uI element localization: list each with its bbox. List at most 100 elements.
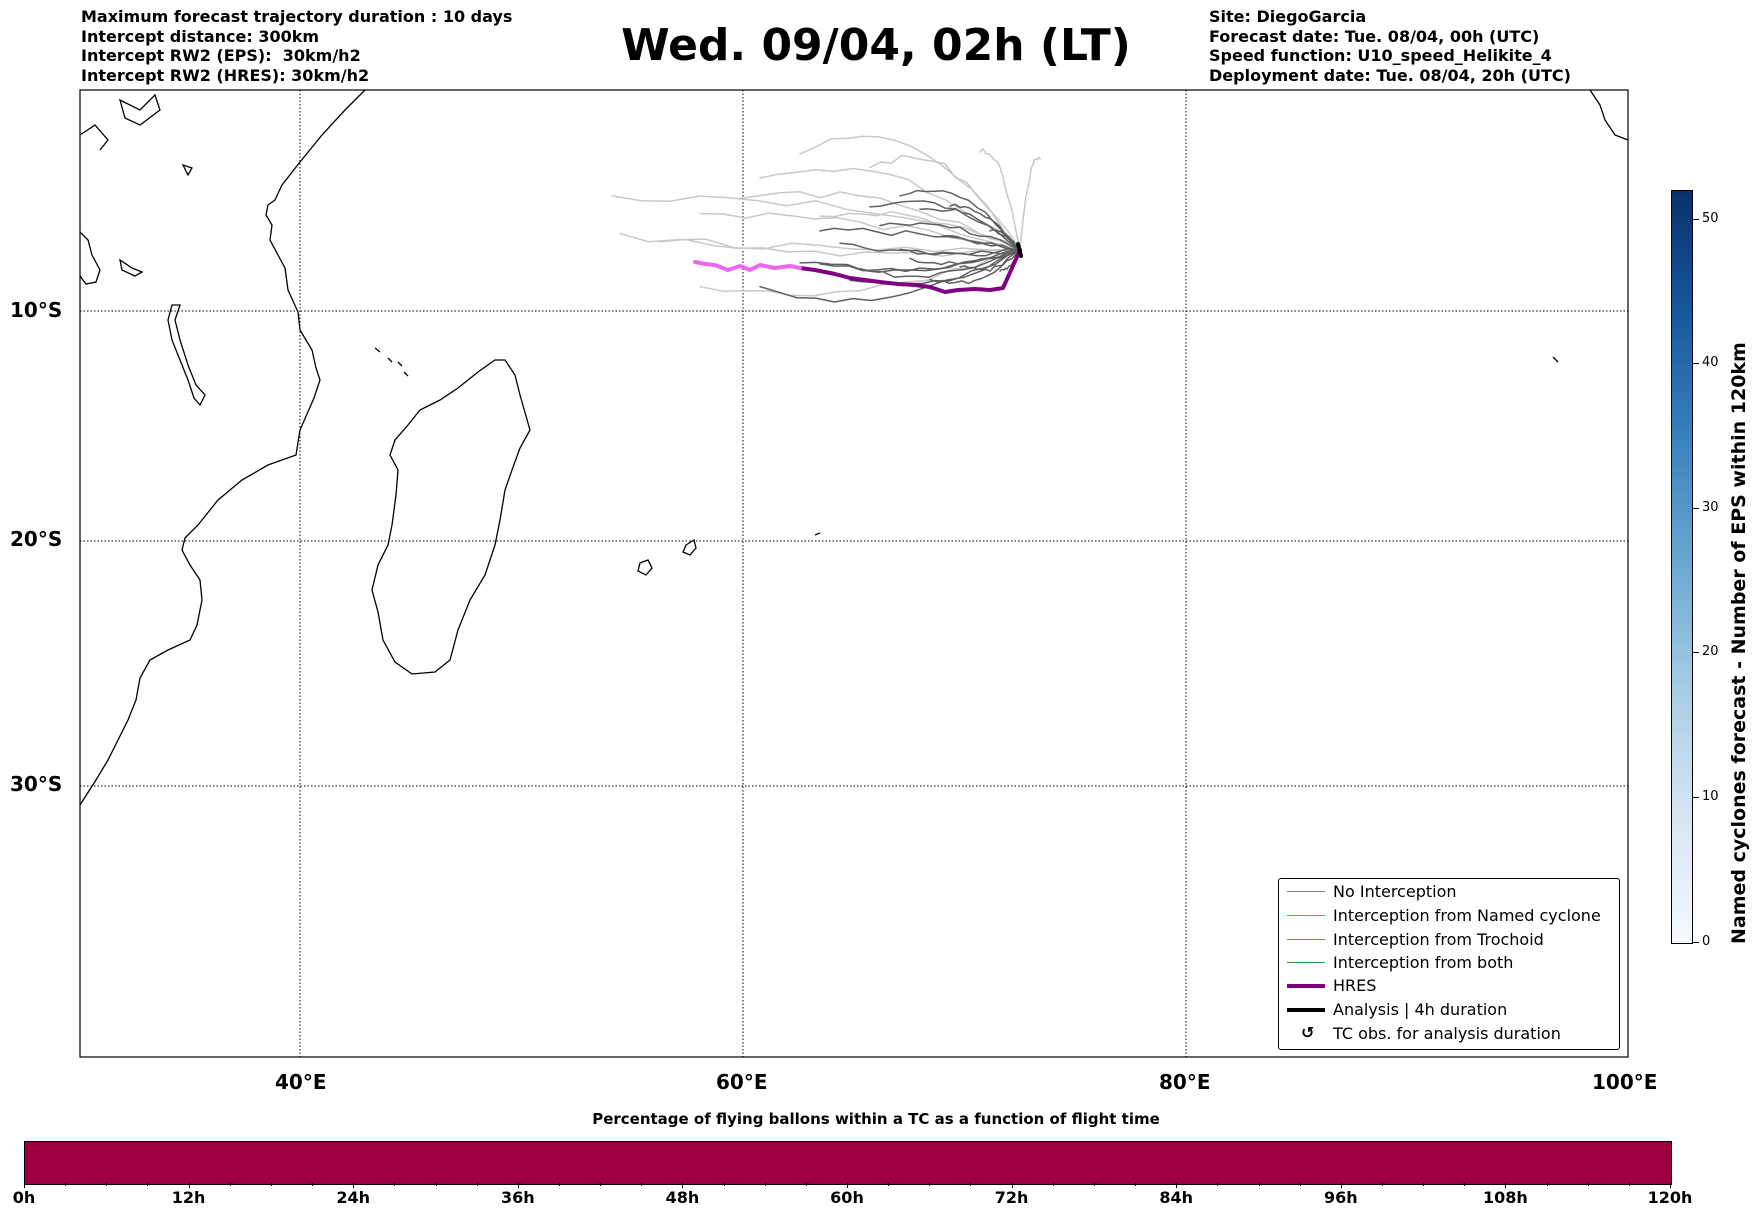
lat-label-20s: 20°S bbox=[10, 527, 63, 551]
eps-track-light bbox=[799, 135, 1021, 251]
flight-bar-minor-tick bbox=[1299, 1183, 1301, 1186]
lon-label-40e: 40°E bbox=[275, 1070, 327, 1094]
flight-bar-tick-label: 36h bbox=[500, 1188, 535, 1207]
colorbar-tick-30: 30 bbox=[1702, 500, 1719, 515]
legend-named-cyclone: Interception from Named cyclone bbox=[1279, 905, 1619, 927]
flight-bar-minor-tick bbox=[1381, 1183, 1383, 1186]
eps-track bbox=[759, 249, 1021, 303]
flight-bar-tick-label: 0h bbox=[12, 1188, 36, 1207]
coastline-africa bbox=[80, 90, 366, 806]
analysis-track bbox=[1016, 242, 1023, 258]
header-left: Maximum forecast trajectory duration : 1… bbox=[81, 7, 512, 85]
colorbar bbox=[1671, 190, 1693, 944]
flight-bar-minor-tick bbox=[65, 1183, 67, 1186]
flight-bar-minor-tick bbox=[1423, 1183, 1425, 1186]
eps-track bbox=[909, 249, 1021, 266]
flight-bar-tick bbox=[1340, 1183, 1342, 1188]
eps-track bbox=[879, 222, 1021, 251]
map-frame bbox=[79, 89, 1629, 1058]
legend-hres: HRES bbox=[1279, 975, 1619, 997]
eps-track-light bbox=[1019, 156, 1041, 251]
lon-label-60e: 60°E bbox=[716, 1070, 768, 1094]
flight-bar-minor-tick bbox=[1052, 1183, 1054, 1186]
header-line-rw2-hres: Intercept RW2 (HRES): 30km/h2 bbox=[81, 65, 370, 85]
map-title: Wed. 09/04, 02h (LT) bbox=[621, 20, 1131, 71]
flight-bar-minor-tick bbox=[558, 1183, 560, 1186]
flight-time-bar bbox=[24, 1141, 1672, 1185]
flight-bar-tick-label: 96h bbox=[1323, 1188, 1358, 1207]
island-mauritius bbox=[682, 538, 697, 556]
gridlines bbox=[80, 90, 1628, 1057]
legend-tc-obs: ↺ TC obs. for analysis duration bbox=[1301, 1023, 1561, 1043]
flight-bar-minor-tick bbox=[764, 1183, 766, 1186]
header-line-site: Site: DiegoGarcia bbox=[1209, 7, 1367, 26]
flight-bar-minor-tick bbox=[888, 1183, 890, 1186]
eps-track bbox=[819, 227, 1021, 251]
header-line-speed-function: Speed function: U10_speed_Helikite_4 bbox=[1209, 46, 1552, 65]
header-line-distance: Intercept distance: 300km bbox=[81, 26, 320, 46]
colorbar-tick-10: 10 bbox=[1702, 789, 1719, 804]
flight-bar-minor-tick bbox=[641, 1183, 643, 1186]
hres-track-recent bbox=[693, 260, 802, 272]
colorbar-label: Named cyclones forecast - Number of EPS … bbox=[1728, 342, 1750, 944]
eps-track-light bbox=[611, 195, 1021, 251]
eps-track-light bbox=[739, 191, 1021, 251]
flight-bar-tick-label: 84h bbox=[1159, 1188, 1194, 1207]
flight-bar-title: Percentage of flying ballons within a TC… bbox=[592, 1110, 1160, 1128]
eps-track bbox=[919, 208, 1021, 251]
island-comoros bbox=[374, 347, 409, 377]
eps-track-light bbox=[699, 249, 1021, 297]
eps-track bbox=[899, 189, 1021, 251]
eps-track bbox=[939, 234, 1021, 251]
trajectory-group bbox=[611, 135, 1041, 303]
flight-bar-tick bbox=[24, 1183, 25, 1188]
eps-track bbox=[959, 249, 1021, 272]
header-line-duration: Maximum forecast trajectory duration : 1… bbox=[81, 7, 513, 26]
legend-trochoid: Interception from Trochoid bbox=[1279, 929, 1619, 951]
island-diego-garcia bbox=[1552, 356, 1559, 363]
island-reunion bbox=[637, 559, 653, 576]
flight-bar-minor-tick bbox=[1258, 1183, 1260, 1186]
flight-bar-minor-tick bbox=[929, 1183, 931, 1186]
flight-bar-minor-tick bbox=[1464, 1183, 1466, 1186]
eps-track-light bbox=[619, 232, 1021, 253]
island-mozambique-channel bbox=[167, 304, 206, 407]
flight-bar-tick bbox=[1505, 1183, 1507, 1188]
coastline-africa-north bbox=[80, 231, 101, 285]
flight-bar-tick bbox=[188, 1183, 190, 1188]
flight-bar-tick bbox=[682, 1183, 684, 1188]
flight-bar-minor-tick bbox=[1546, 1183, 1548, 1186]
flight-bar-tick bbox=[1670, 1183, 1671, 1188]
eps-track bbox=[949, 203, 1021, 251]
flight-bar-minor-tick bbox=[229, 1183, 231, 1186]
colorbar-tick-0: 0 bbox=[1702, 934, 1711, 949]
flight-bar-tick-label: 12h bbox=[171, 1188, 206, 1207]
tc-obs-icon: ↺ bbox=[1301, 1023, 1315, 1042]
eps-track-light bbox=[979, 148, 1021, 251]
flight-bar-tick-label: 24h bbox=[336, 1188, 371, 1207]
flight-bar-tick-label: 48h bbox=[665, 1188, 700, 1207]
legend-analysis: Analysis | 4h duration bbox=[1279, 999, 1619, 1021]
flight-bar-tick bbox=[1176, 1183, 1178, 1188]
eps-track bbox=[859, 249, 1021, 279]
flight-bar-tick-label: 72h bbox=[994, 1188, 1029, 1207]
island-madagascar bbox=[371, 359, 531, 675]
flight-bar-tick bbox=[353, 1183, 355, 1188]
header-right: Site: DiegoGarcia Forecast date: Tue. 08… bbox=[1209, 7, 1571, 85]
flight-bar-tick bbox=[1011, 1183, 1013, 1188]
flight-bar-minor-tick bbox=[600, 1183, 602, 1186]
flight-bar-minor-tick bbox=[1135, 1183, 1137, 1186]
flight-bar-minor-tick bbox=[147, 1183, 149, 1186]
header-line-forecast-date: Forecast date: Tue. 08/04, 00h (UTC) bbox=[1209, 26, 1540, 46]
hres-track bbox=[798, 248, 1022, 294]
header-line-deployment-date: Deployment date: Tue. 08/04, 20h (UTC) bbox=[1209, 65, 1571, 85]
flight-bar-tick-label: 120h bbox=[1647, 1188, 1693, 1207]
map-legend: No Interception Interception from Named … bbox=[1278, 878, 1620, 1050]
flight-bar-minor-tick bbox=[1217, 1183, 1219, 1186]
flight-bar-minor-tick bbox=[1628, 1183, 1630, 1186]
flight-bar-minor-tick bbox=[1093, 1183, 1095, 1186]
flight-bar-minor-tick bbox=[970, 1183, 972, 1186]
flight-bar-minor-tick bbox=[805, 1183, 807, 1186]
coastline-somalia bbox=[80, 93, 161, 151]
